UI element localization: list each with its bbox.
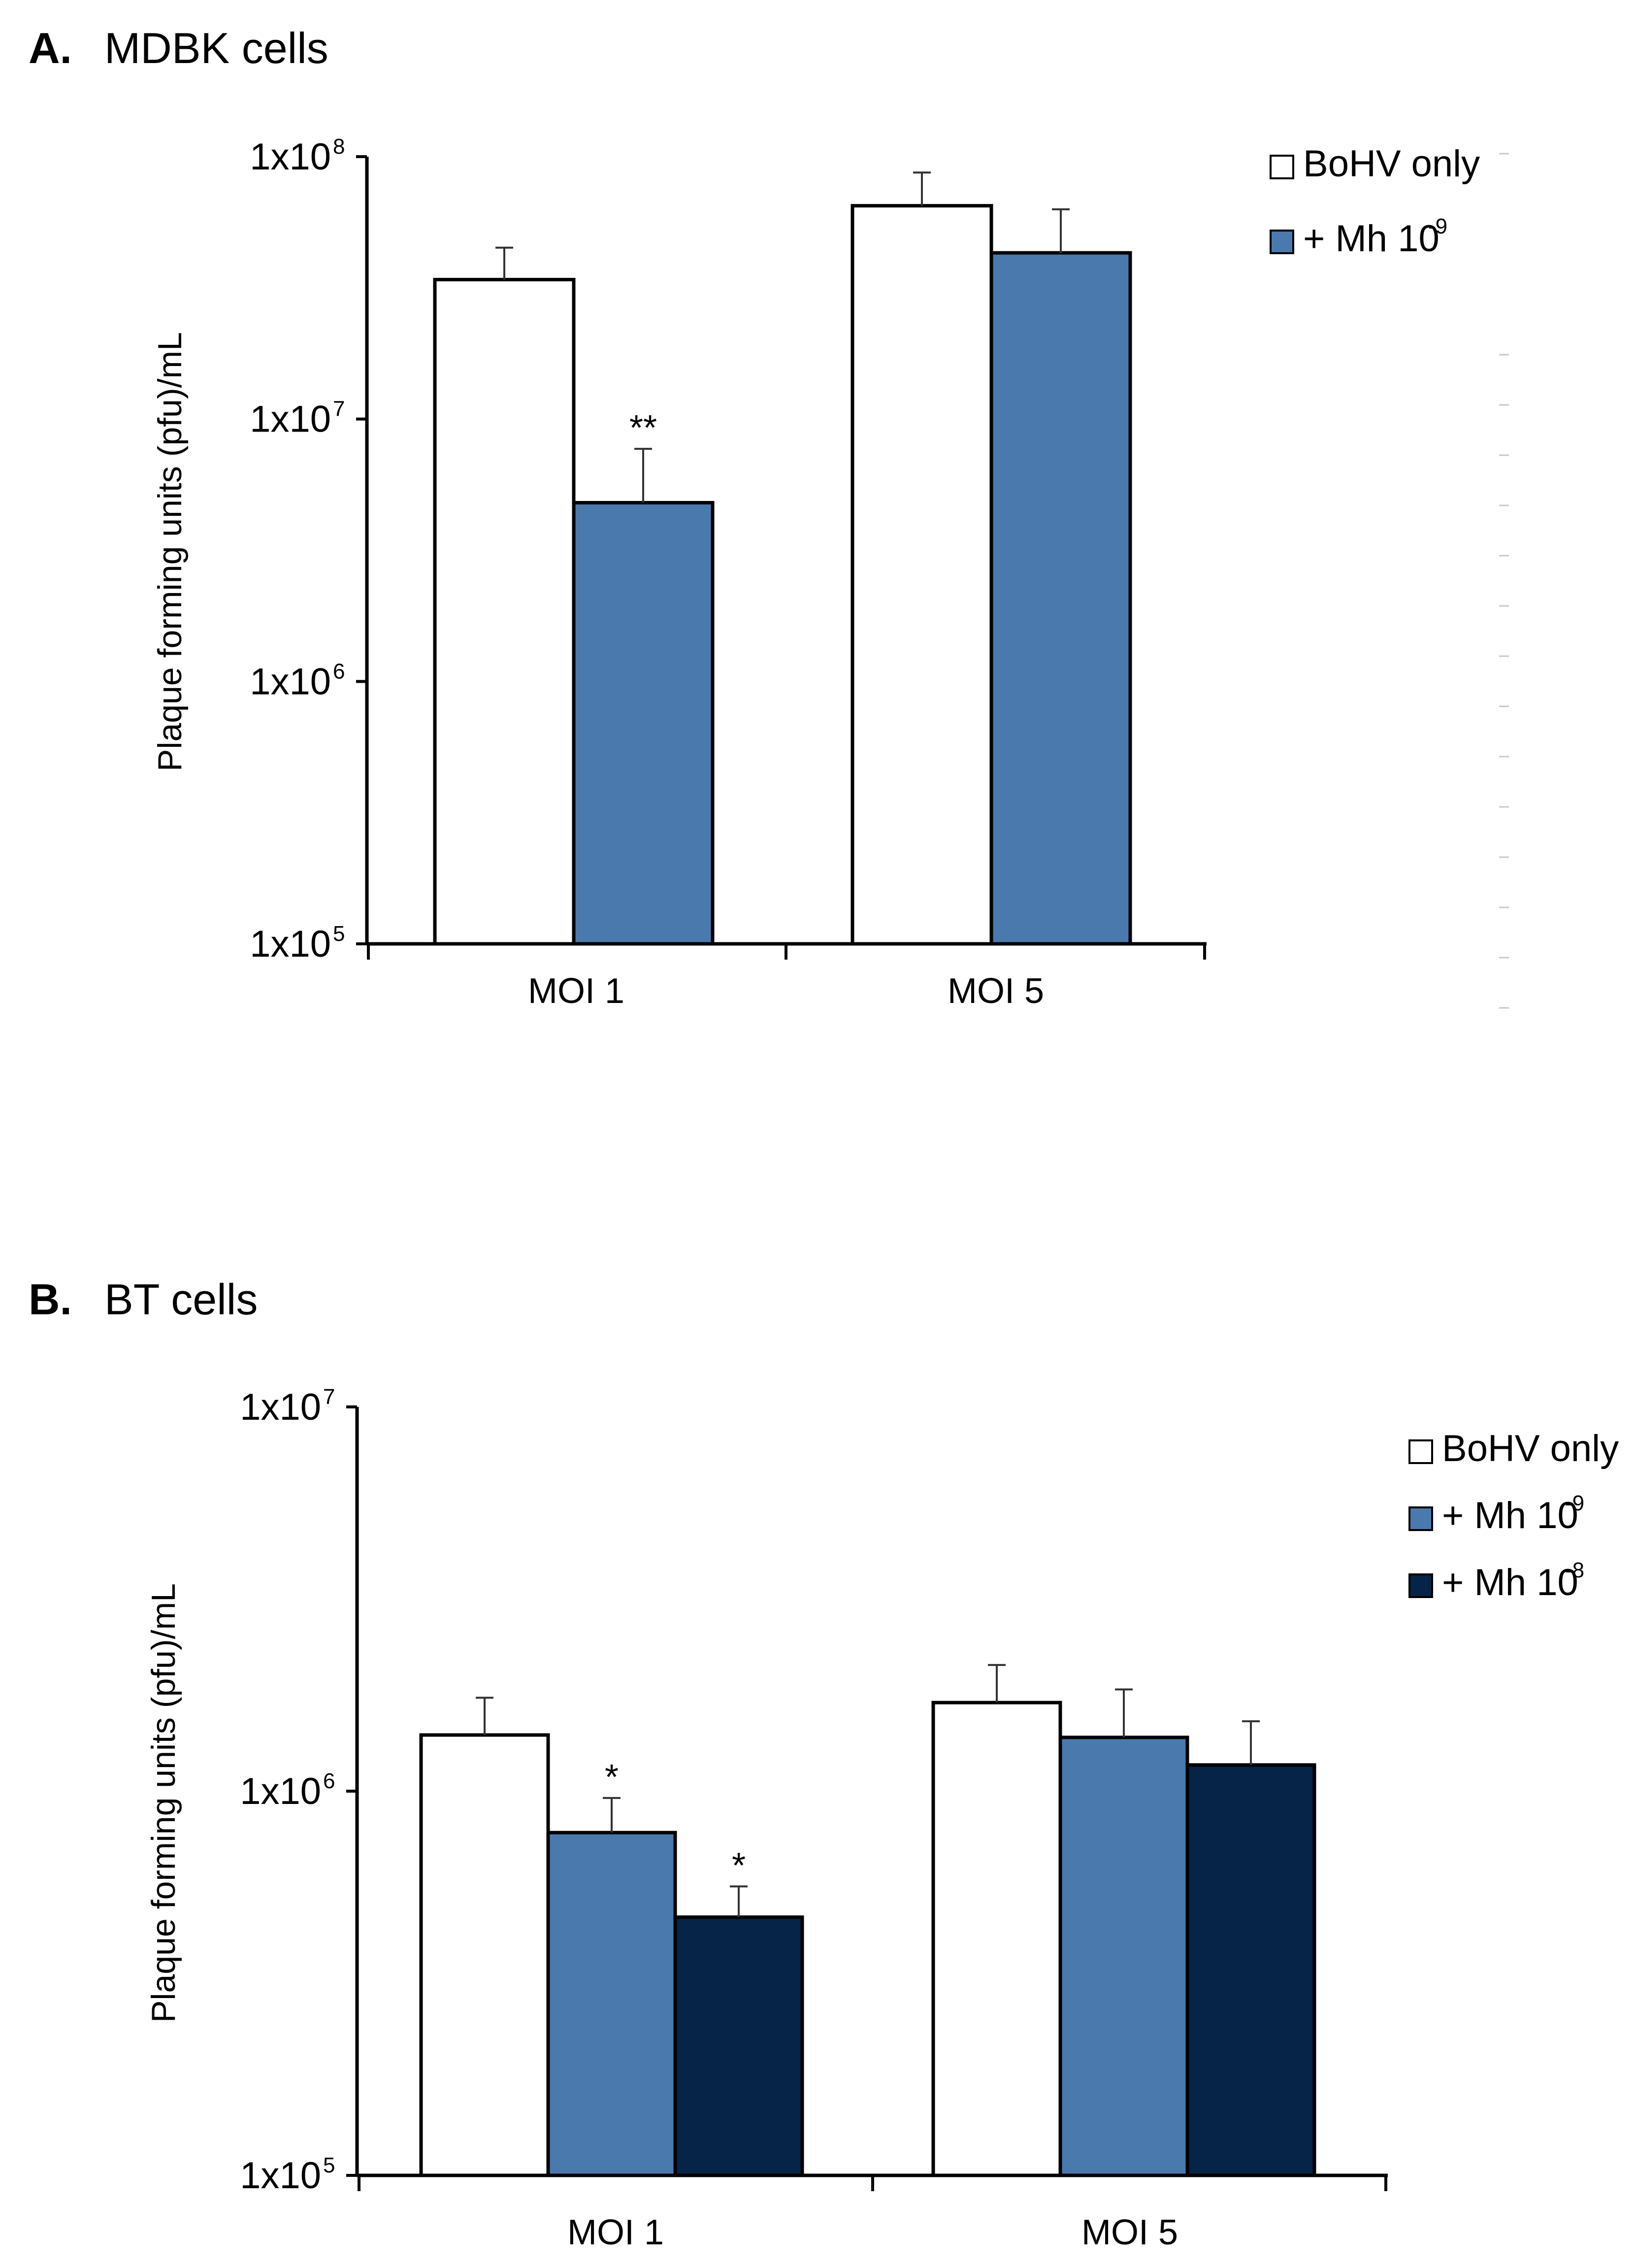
panel-a-y-tick-exponent: 6: [333, 659, 345, 683]
panel-a-bar: [572, 500, 715, 946]
panel-b-significance-mark: *: [605, 1758, 619, 1797]
panel-b-y-tick-exponent: 7: [323, 1385, 335, 1409]
panel-b-y-tick-label: 1x10: [240, 2155, 321, 2197]
panel-b-bar: [419, 1733, 550, 2177]
panel-a-y-axis-title: Plaque forming units (pfu)/mL: [151, 332, 189, 771]
panel-b-title: BT cells: [104, 1275, 258, 1324]
panel-a-y-tick-label: 1x10: [250, 661, 331, 702]
panel-b-y-tick-label: 1x10: [240, 1386, 321, 1428]
legend-exponent: -9: [1565, 1491, 1584, 1515]
panel-a-bars: **: [433, 171, 1132, 946]
panel-a-y-tick-exponent: 7: [333, 397, 345, 421]
legend-swatch-bohv-only: [1408, 1439, 1433, 1464]
legend-swatch-mh-1e-8: [1408, 1573, 1433, 1598]
legend-exponent: -9: [1428, 214, 1447, 238]
legend-item-bohv-only: BoHV only: [1408, 1428, 1619, 1469]
panel-b-category-label: MOI 1: [567, 2213, 664, 2252]
panel-a-y-tick-label: 1x10: [250, 923, 331, 965]
panel-b-significance-mark: *: [732, 1846, 746, 1885]
panel-a-bar: [433, 278, 576, 946]
panel-a-y-tick-label: 1x10: [250, 399, 331, 440]
panel-b-legend: BoHV only + Mh 10 -9 + Mh 10 -8: [1408, 1428, 1619, 1603]
panel-a-y-tick-exponent: 8: [333, 134, 345, 159]
panel-b-bar: [931, 1701, 1062, 2177]
legend-swatch-mh-1e-9: [1270, 230, 1294, 254]
legend-item-mh-1e-9: + Mh 10 -9: [1408, 1491, 1584, 1536]
legend-label: + Mh 10: [1442, 1562, 1578, 1603]
panel-b: B. BT cells Plaque forming units (pfu)/m…: [29, 1275, 1619, 2252]
panel-b-category-label: MOI 5: [1081, 2213, 1178, 2252]
panel-a-category-label: MOI 5: [948, 971, 1044, 1011]
panel-b-bar: [1185, 1763, 1316, 2177]
panel-a-category-label: MOI 1: [528, 971, 624, 1011]
panel-b-y-tick-exponent: 5: [323, 2153, 335, 2177]
panel-b-y-axis-title: Plaque forming units (pfu)/mL: [145, 1583, 182, 2023]
panel-a-title: MDBK cells: [104, 24, 328, 72]
panel-b-bars: **: [419, 1664, 1316, 2177]
panel-a: A. MDBK cells Plaque forming units (pfu)…: [29, 24, 1480, 1011]
panel-b-bar: [673, 1915, 804, 2177]
legend-exponent: -8: [1565, 1558, 1584, 1582]
panel-b-y-tick-label: 1x10: [240, 1770, 321, 1812]
panel-a-bar: [851, 204, 993, 946]
legend-item-mh-1e-9: + Mh 10 -9: [1270, 214, 1447, 260]
panel-a-significance-mark: **: [629, 408, 657, 448]
legend-swatch-mh-1e-9: [1408, 1506, 1433, 1531]
legend-label: BoHV only: [1442, 1428, 1619, 1469]
panel-a-legend: BoHV only + Mh 10 -9: [1270, 143, 1480, 260]
legend-label: + Mh 10: [1442, 1495, 1578, 1536]
panel-b-letter: B.: [29, 1275, 72, 1324]
legend-swatch-bohv-only: [1270, 155, 1294, 179]
panel-b-bar: [1058, 1735, 1189, 2177]
panel-a-y-tick-exponent: 5: [333, 922, 345, 946]
panel-a-edge-marks: [1499, 153, 1509, 1009]
legend-item-bohv-only: BoHV only: [1270, 143, 1480, 185]
legend-item-mh-1e-8: + Mh 10 -8: [1408, 1558, 1584, 1603]
panel-a-y-tick-label: 1x10: [250, 136, 331, 178]
legend-label: BoHV only: [1303, 143, 1480, 185]
panel-a-bar: [989, 251, 1132, 946]
legend-label: + Mh 10: [1303, 218, 1440, 260]
panel-b-bar: [546, 1831, 677, 2177]
panel-a-letter: A.: [29, 24, 72, 72]
panel-b-y-tick-exponent: 6: [323, 1769, 335, 1793]
